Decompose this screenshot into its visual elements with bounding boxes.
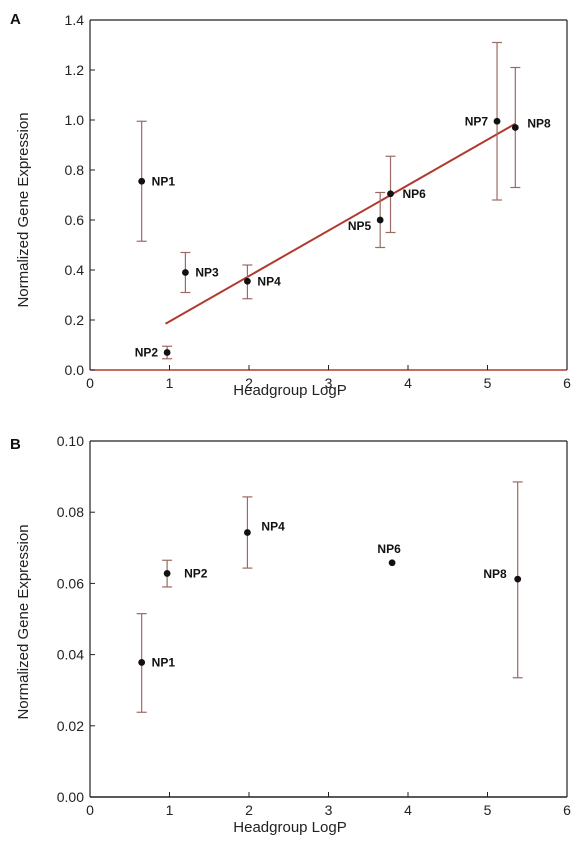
- panel-a-y-tick-label: 0.4: [65, 262, 85, 278]
- panel-b-x-tick-label: 0: [86, 802, 94, 818]
- panel-a-point-np1: [138, 177, 146, 185]
- panel-b-x-tick-label: 4: [404, 802, 412, 818]
- panel-b-x-tick-label: 1: [166, 802, 174, 818]
- panel-b-y-tick-label: 0.02: [57, 718, 84, 734]
- panel-b-y-tick-label: 0.10: [57, 433, 84, 449]
- panel-a-point-label-np1: NP1: [152, 174, 176, 188]
- panel-b-y-tick-label: 0.08: [57, 504, 84, 520]
- panel-b-point-label-np4: NP4: [261, 519, 285, 533]
- panel-a-y-tick-label: 0.2: [65, 312, 85, 328]
- panel-a-point-label-np2: NP2: [135, 346, 159, 360]
- panel-a-point-label-np8: NP8: [527, 117, 551, 131]
- panel-b-y-tick-label: 0.06: [57, 575, 84, 591]
- panel-b-x-tick-label: 2: [245, 802, 253, 818]
- panel-a-x-axis-label: Headgroup LogP: [233, 382, 346, 399]
- panel-b-point-np4: [244, 529, 251, 536]
- panel-b-point-np1: [138, 659, 146, 666]
- panel-b-letter: B: [10, 436, 21, 453]
- panel-a-point-label-np6: NP6: [403, 187, 427, 201]
- panel-a-y-tick-label: 0.8: [65, 162, 85, 178]
- panel-b-point-label-np1: NP1: [152, 655, 176, 669]
- panel-a-y-tick-label: 1.4: [65, 12, 85, 28]
- panel-a-y-tick-label: 1.2: [65, 62, 85, 78]
- panel-a-point-np3: [182, 269, 189, 276]
- panel-b-x-tick-label: 5: [484, 802, 492, 818]
- panel-a-y-tick-label: 0.0: [65, 362, 85, 378]
- panel-b-point-np6: [388, 559, 396, 567]
- panel-a-y-axis-label: Normalized Gene Expression: [15, 112, 32, 307]
- panel-a-point-np5: [376, 216, 384, 224]
- panel-a-x-tick-label: 3: [325, 375, 333, 391]
- panel-a-point-label-np7: NP7: [465, 114, 489, 128]
- panel-a-point-label-np4: NP4: [257, 274, 281, 288]
- panel-b-point-label-np8: NP8: [483, 567, 507, 581]
- panel-a-x-tick-label: 1: [166, 375, 174, 391]
- panel-b-point-label-np6: NP6: [377, 542, 401, 556]
- panel-a-point-np6: [387, 190, 394, 198]
- panel-b-x-tick-label: 6: [563, 802, 571, 818]
- panel-b-point-np8: [514, 575, 522, 583]
- panel-a-chart: A Headgroup LogP Normalized Gene Express…: [10, 11, 571, 399]
- panel-a-x-tick-label: 6: [563, 375, 571, 391]
- panel-b-x-tick-label: 3: [325, 802, 333, 818]
- panel-a-x-tick-label: 0: [86, 375, 94, 391]
- panel-a-fit-line: [165, 122, 516, 325]
- panel-b-y-axis-label: Normalized Gene Expression: [15, 524, 32, 719]
- panel-a-letter: A: [10, 11, 21, 28]
- panel-a-point-label-np3: NP3: [195, 266, 219, 280]
- panel-b-chart: B Headgroup LogP Normalized Gene Express…: [10, 433, 571, 836]
- panel-b-point-label-np2: NP2: [184, 566, 208, 580]
- panel-a-y-tick-label: 0.6: [65, 212, 85, 228]
- panel-a-point-np7: [493, 117, 501, 125]
- panel-b-point-np2: [163, 570, 171, 577]
- panel-a-x-tick-label: 5: [484, 375, 492, 391]
- panel-b-y-tick-label: 0.04: [57, 647, 84, 663]
- panel-a-point-np2: [163, 349, 171, 356]
- panel-b-y-tick-label: 0.00: [57, 789, 84, 805]
- panel-a-y-tick-label: 1.0: [65, 112, 85, 128]
- panel-a-x-tick-label: 2: [245, 375, 253, 391]
- panel-a-point-np8: [511, 124, 519, 131]
- panel-b-x-axis-label: Headgroup LogP: [233, 819, 346, 836]
- panel-a-point-np4: [244, 277, 251, 285]
- panel-a-x-tick-label: 4: [404, 375, 412, 391]
- panel-a-point-label-np5: NP5: [348, 219, 372, 233]
